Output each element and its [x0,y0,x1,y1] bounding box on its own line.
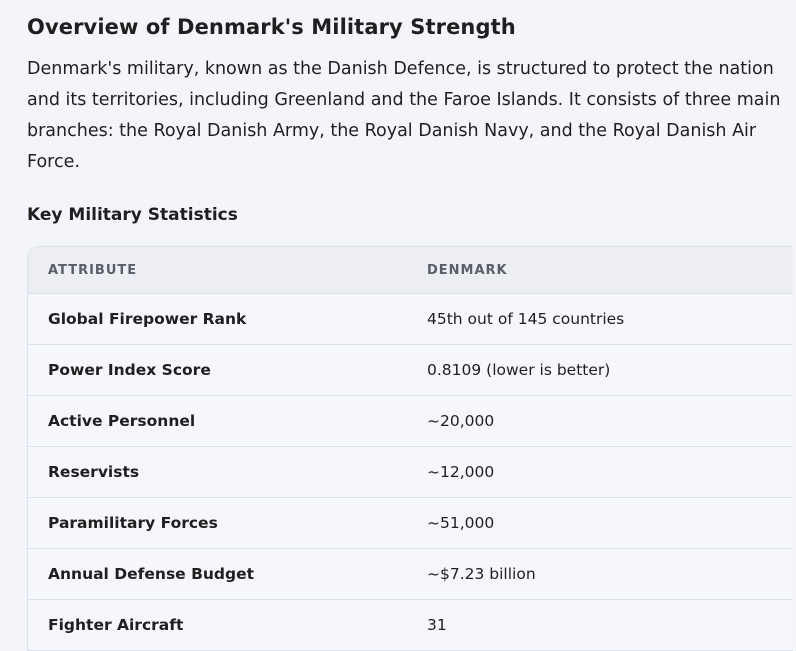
column-header-attribute: ATTRIBUTE [28,247,407,294]
stats-table: ATTRIBUTE DENMARK Global Firepower Rank … [28,247,793,651]
section-heading: Key Military Statistics [27,205,238,225]
value-cell: ~$7.23 billion [407,548,793,600]
intro-paragraph: Denmark's military, known as the Danish … [27,59,781,172]
attribute-cell: Global Firepower Rank [28,293,407,345]
value-cell: 0.8109 (lower is better) [407,344,793,396]
value-cell: ~12,000 [407,446,793,498]
value-cell: ~20,000 [407,395,793,447]
attribute-cell: Fighter Aircraft [28,599,407,651]
value-cell: ~51,000 [407,497,793,549]
table-row: Active Personnel ~20,000 [28,395,793,447]
table-header-row: ATTRIBUTE DENMARK [28,247,793,294]
page-title: Overview of Denmark's Military Strength [27,15,516,39]
value-cell: 31 [407,599,793,651]
attribute-cell: Paramilitary Forces [28,497,407,549]
value-cell: 45th out of 145 countries [407,293,793,345]
attribute-cell: Active Personnel [28,395,407,447]
column-header-denmark: DENMARK [407,247,793,294]
table-row: Annual Defense Budget ~$7.23 billion [28,548,793,600]
table-row: Reservists ~12,000 [28,446,793,498]
table-row: Global Firepower Rank 45th out of 145 co… [28,293,793,345]
attribute-cell: Annual Defense Budget [28,548,407,600]
attribute-cell: Reservists [28,446,407,498]
attribute-cell: Power Index Score [28,344,407,396]
table-row: Fighter Aircraft 31 [28,599,793,651]
table-row: Paramilitary Forces ~51,000 [28,497,793,549]
stats-table-container: ATTRIBUTE DENMARK Global Firepower Rank … [27,246,793,651]
table-row: Power Index Score 0.8109 (lower is bette… [28,344,793,396]
